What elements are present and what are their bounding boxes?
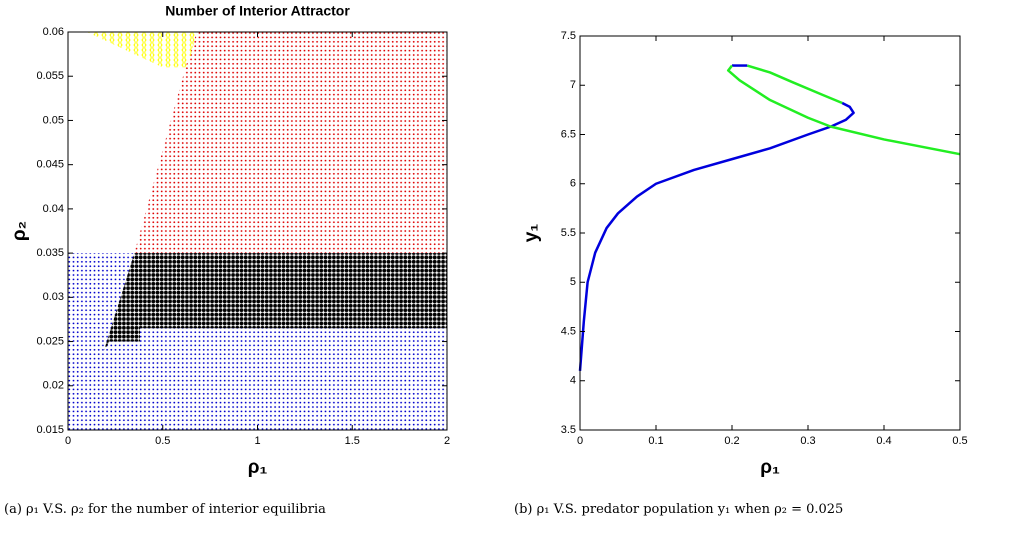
y-tick-label: 6 [570,178,576,190]
x-tick-label: 0.2 [724,435,739,447]
y-tick-label: 0.06 [43,26,64,38]
y-axis-label: y₁ [521,224,542,243]
y-tick-label: 0.035 [36,247,64,259]
x-tick-label: 1 [254,435,260,447]
y-tick-label: 4 [570,375,576,387]
x-tick-label: 0 [65,435,71,447]
axes-box [579,35,961,431]
x-tick-label: 0.1 [648,435,663,447]
y-axis-label: ρ₂ [9,221,30,241]
caption: (a) ρ₁ V.S. ρ₂ for the number of interio… [4,502,326,517]
y-tick-label: 0.02 [43,380,64,392]
chart-title: Number of Interior Attractor [165,3,350,19]
x-tick-label: 0.5 [155,435,170,447]
x-tick-label: 0.4 [876,435,891,447]
curve [578,101,855,371]
y-tick-label: 0.04 [43,203,64,215]
caption: (b) ρ₁ V.S. predator population y₁ when … [514,502,844,517]
y-tick-label: 0.025 [36,335,64,347]
figure: 0 0.5 1 1.5 2 0.015 0.02 0.025 0.03 0.035 0.04 0.04… [9,3,968,478]
x-tick-label: 0 [577,435,583,447]
region [134,32,447,254]
y-tick-label: 0.045 [36,159,64,171]
y-tick-label: 7.5 [561,30,576,42]
x-tick-label: 0.5 [952,435,967,447]
y-tick-label: 0.05 [43,114,64,126]
x-tick-label: 0.3 [800,435,815,447]
y-tick-label: 5 [570,276,576,288]
x-tick-label: 2 [444,435,450,447]
x-axis-label: ρ₁ [248,457,268,478]
region [104,253,447,351]
y-tick-label: 3.5 [561,424,576,436]
curve [746,64,843,105]
curve [726,64,961,156]
region [86,32,197,68]
x-tick-label: 1.5 [345,435,360,447]
y-tick-label: 0.03 [43,291,64,303]
y-tick-label: 0.055 [36,70,64,82]
y-tick-label: 6.5 [561,128,576,140]
x-axis-label: ρ₁ [760,457,780,478]
y-tick-label: 0.015 [36,424,64,436]
y-tick-label: 4.5 [561,325,576,337]
y-tick-label: 5.5 [561,227,576,239]
y-tick-label: 7 [570,79,576,91]
